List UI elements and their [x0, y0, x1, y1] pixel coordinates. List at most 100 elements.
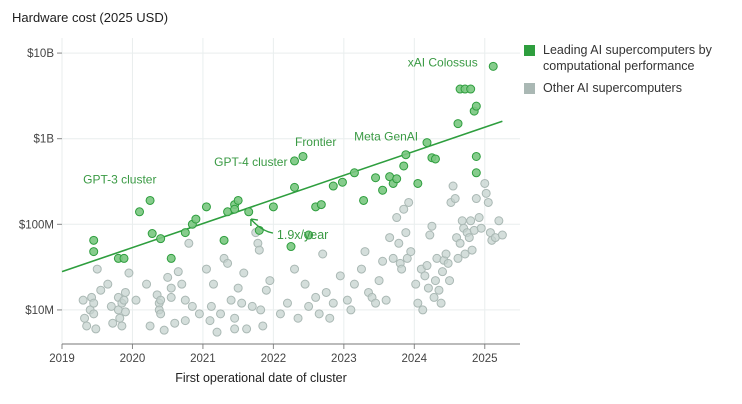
other-supercomputer-point	[450, 194, 460, 204]
other-supercomputer-point	[180, 295, 190, 305]
leading-supercomputer-point	[290, 182, 300, 192]
other-supercomputer-point	[404, 197, 414, 207]
other-supercomputer-point	[275, 309, 285, 319]
other-supercomputer-point	[497, 230, 507, 240]
legend-item-other: Other AI supercomputers	[524, 80, 736, 96]
other-supercomputer-point	[494, 216, 504, 226]
other-supercomputer-point	[89, 309, 99, 319]
annotation-label: GPT-3 cluster	[83, 172, 156, 186]
leading-supercomputer-point	[328, 181, 338, 191]
leading-supercomputer-point	[147, 229, 157, 239]
other-supercomputer-point	[401, 228, 411, 238]
x-tick-label: 2023	[331, 353, 357, 365]
leading-supercomputer-point	[304, 230, 314, 240]
leading-supercomputer-point	[401, 150, 411, 160]
other-supercomputer-point	[293, 313, 303, 323]
other-supercomputer-point	[258, 321, 268, 331]
leading-supercomputer-point	[119, 253, 129, 263]
leading-supercomputer-point	[180, 228, 190, 238]
other-supercomputer-point	[89, 298, 99, 308]
other-supercomputer-point	[230, 313, 240, 323]
other-supercomputer-point	[443, 258, 453, 268]
leading-supercomputer-point	[233, 195, 243, 205]
annotation-label: Frontier	[295, 135, 336, 149]
x-tick-label: 2025	[472, 353, 498, 365]
other-supercomputer-point	[474, 213, 484, 223]
other-supercomputer-point	[342, 295, 352, 305]
x-tick-label: 2024	[402, 353, 428, 365]
other-supercomputer-point	[385, 233, 395, 243]
other-supercomputer-point	[78, 295, 88, 305]
other-supercomputer-point	[194, 309, 204, 319]
other-supercomputer-point	[397, 264, 407, 274]
other-supercomputer-point	[242, 324, 252, 334]
other-supercomputer-point	[349, 279, 359, 289]
other-supercomputer-point	[371, 298, 381, 308]
other-supercomputer-point	[156, 309, 166, 319]
legend: Leading AI supercomputers by computation…	[524, 42, 736, 102]
other-supercomputer-point	[145, 321, 155, 331]
leading-supercomputer-point	[349, 168, 359, 178]
other-supercomputer-point	[453, 253, 463, 263]
x-tick-label: 2021	[190, 353, 216, 365]
leading-supercomputer-point	[316, 200, 326, 210]
x-axis-title: First operational date of cluster	[175, 371, 347, 385]
leading-supercomputer-point	[298, 151, 308, 161]
other-supercomputer-point	[226, 295, 236, 305]
other-supercomputer-point	[321, 287, 331, 297]
other-supercomputer-point	[356, 264, 366, 274]
other-supercomputer-point	[223, 258, 233, 268]
trend-arrow	[250, 218, 274, 234]
other-supercomputer-point	[159, 325, 169, 335]
leading-supercomputer-point	[453, 119, 463, 129]
other-supercomputer-point	[124, 268, 134, 278]
leading-supercomputer-point	[244, 207, 254, 217]
other-supercomputer-point	[166, 292, 176, 302]
other-supercomputer-point	[142, 279, 152, 289]
leading-supercomputer-point	[89, 247, 99, 257]
leading-supercomputer-point	[422, 138, 432, 148]
x-tick-label: 2019	[49, 353, 75, 365]
other-supercomputer-point	[423, 283, 433, 293]
other-supercomputer-point	[237, 298, 247, 308]
other-supercomputer-point	[441, 249, 451, 259]
leading-supercomputer-point	[89, 235, 99, 245]
other-supercomputer-point	[201, 264, 211, 274]
other-supercomputer-point	[300, 279, 310, 289]
x-tick-label: 2020	[120, 353, 146, 365]
leading-supercomputer-point	[219, 235, 229, 245]
other-supercomputer-point	[216, 309, 226, 319]
other-supercomputer-point	[184, 238, 194, 248]
leading-supercomputer-point	[286, 242, 296, 252]
other-supercomputer-point	[436, 298, 446, 308]
other-supercomputer-point	[381, 295, 391, 305]
annotation-label: GPT-4 cluster	[214, 155, 287, 169]
other-supercomputer-point	[92, 264, 102, 274]
chart-title: Hardware cost (2025 USD)	[12, 10, 169, 25]
other-supercomputer-point	[91, 324, 101, 334]
leading-supercomputer-point	[191, 214, 201, 224]
other-supercomputer-point	[430, 276, 440, 286]
other-supercomputer-point	[457, 216, 467, 226]
other-supercomputer-point	[206, 301, 216, 311]
leading-supercomputer-point	[471, 168, 481, 178]
other-supercomputer-point	[103, 279, 113, 289]
other-supercomputer-point	[311, 292, 321, 302]
leading-supercomputer-point	[268, 202, 278, 212]
other-supercomputer-point	[325, 313, 335, 323]
legend-swatch-other	[524, 83, 535, 94]
other-supercomputer-point	[82, 321, 92, 331]
leading-supercomputer-point	[230, 204, 240, 214]
other-supercomputer-point	[394, 238, 404, 248]
other-supercomputer-point	[131, 295, 141, 305]
other-supercomputer-point	[406, 247, 416, 257]
other-supercomputer-point	[163, 272, 173, 282]
other-supercomputer-point	[425, 230, 435, 240]
leading-supercomputer-point	[471, 151, 481, 161]
legend-label-leading: Leading AI supercomputers by computation…	[543, 43, 712, 73]
other-supercomputer-point	[120, 307, 130, 317]
leading-supercomputer-point	[145, 195, 155, 205]
other-supercomputer-point	[328, 298, 338, 308]
other-supercomputer-point	[467, 245, 477, 255]
